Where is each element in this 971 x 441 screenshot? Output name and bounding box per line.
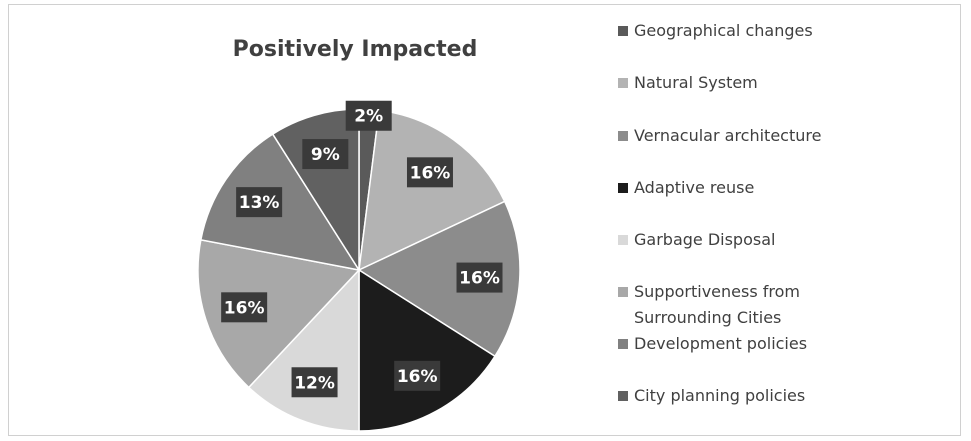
legend-label: Geographical changes [634,21,813,40]
data-label-box [221,292,268,323]
legend-swatch [618,78,628,88]
data-label-box [345,100,392,131]
pie-slice [357,200,521,358]
legend-label: Adaptive reuse [634,178,755,197]
legend-item: Natural System [618,70,908,96]
legend-item: City planning policies [618,383,908,409]
legend-swatch [618,26,628,36]
legend-label: Garbage Disposal [634,230,776,249]
legend-item: Supportiveness from Surrounding Cities [618,279,848,331]
data-label: 16% [397,367,438,387]
legend-swatch [618,391,628,401]
data-label: 9% [311,145,340,165]
data-label: 2% [354,107,383,127]
legend-item: Vernacular architecture [618,123,908,149]
legend-label: Natural System [634,73,758,92]
legend-label: Supportiveness from Surrounding Cities [634,282,800,327]
legend-item: Garbage Disposal [618,227,908,253]
pie-slice [358,268,496,432]
legend-item: Adaptive reuse [618,175,908,201]
legend-swatch [618,235,628,245]
legend-item: Development policies [618,331,908,357]
legend-label: City planning policies [634,386,806,405]
data-label: 13% [239,193,280,213]
legend-swatch [618,339,628,349]
data-label-box [291,367,338,398]
data-label: 16% [459,269,500,289]
legend-label: Development policies [634,334,808,353]
legend-swatch [618,131,628,141]
data-label-box [456,262,503,293]
legend-swatch [618,183,628,193]
data-label-box [394,360,441,391]
legend-item: Geographical changes [618,18,908,44]
data-label: 16% [224,298,265,318]
data-label-box [406,157,453,188]
legend-label: Vernacular architecture [634,126,822,145]
data-label: 16% [410,163,451,183]
pie-slice [197,238,361,389]
pie-slice [358,109,506,272]
chart-title: Positively Impacted [233,37,478,62]
data-label-box [302,139,349,170]
data-label-box [236,187,283,218]
data-label: 12% [294,373,335,393]
legend-swatch [618,287,628,297]
chart-frame [8,4,961,436]
